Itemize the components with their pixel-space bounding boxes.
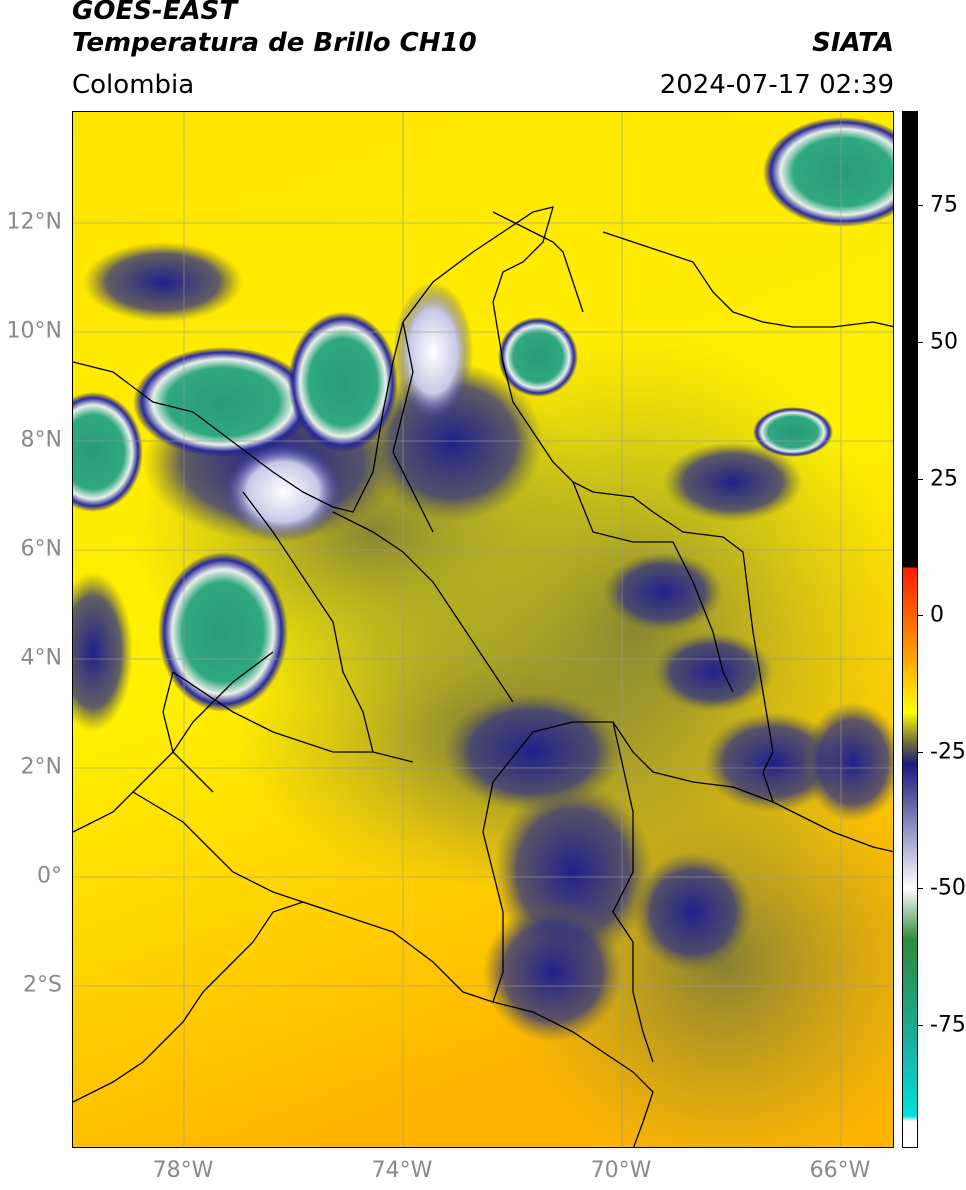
lon-label-78w: 78°W xyxy=(152,1158,214,1183)
lat-label-12n: 12°N xyxy=(6,209,62,235)
lon-label-74w: 74°W xyxy=(371,1158,433,1183)
lat-label-10n: 10°N xyxy=(6,318,62,344)
colorbar-label-75: 75 xyxy=(930,192,958,218)
colorbar-label-50: 50 xyxy=(930,329,958,355)
colorbar-label-minus75: -75 xyxy=(930,1012,966,1038)
title-line-2: Temperatura de Brillo CH10 xyxy=(72,28,477,58)
lat-label-4n: 4°N xyxy=(20,645,62,671)
satellite-map[interactable] xyxy=(72,111,894,1148)
datetime-label: 2024-07-17 02:39 xyxy=(659,70,894,100)
country-borders xyxy=(73,206,893,1147)
map-canvas xyxy=(73,112,893,1147)
source-label: SIATA xyxy=(812,28,894,58)
lon-label-66w: 66°W xyxy=(809,1158,871,1183)
title-line-1: GOES-EAST xyxy=(72,0,238,26)
temperature-colorbar xyxy=(902,111,918,1148)
lat-label-6n: 6°N xyxy=(20,536,62,562)
lat-label-8n: 8°N xyxy=(20,427,62,453)
lat-label-2n: 2°N xyxy=(20,754,62,780)
map-grid xyxy=(73,112,893,1147)
colorbar-label-0: 0 xyxy=(930,602,944,628)
colorbar-label-25: 25 xyxy=(930,466,958,492)
lat-label-0: 0° xyxy=(37,863,62,889)
colorbar-label-minus25: -25 xyxy=(930,739,966,765)
lat-label-2s: 2°S xyxy=(23,972,62,998)
region-label: Colombia xyxy=(72,70,195,100)
colorbar-label-minus50: -50 xyxy=(930,875,966,901)
lon-label-70w: 70°W xyxy=(590,1158,652,1183)
